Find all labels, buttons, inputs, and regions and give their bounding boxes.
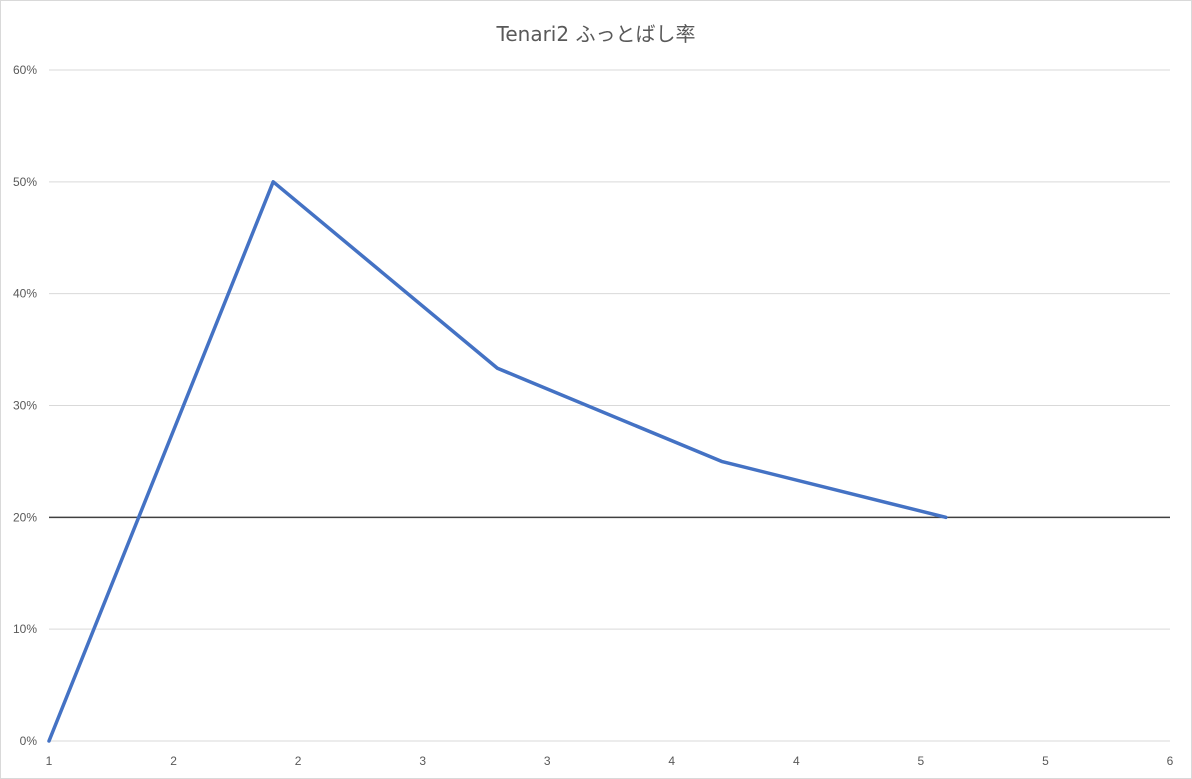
y-tick-label: 10% <box>13 622 37 636</box>
data-point <box>47 739 51 743</box>
x-tick-label: 5 <box>1042 754 1049 768</box>
x-tick-label: 2 <box>295 754 302 768</box>
x-tick-label: 3 <box>419 754 426 768</box>
y-tick-label: 50% <box>13 175 37 189</box>
data-point <box>944 515 948 519</box>
data-point <box>271 180 275 184</box>
data-point <box>495 366 499 370</box>
x-tick-label: 5 <box>918 754 925 768</box>
y-tick-label: 30% <box>13 399 37 413</box>
x-tick-label: 2 <box>170 754 177 768</box>
series-line <box>47 180 948 743</box>
y-tick-label: 0% <box>20 734 38 748</box>
y-tick-label: 40% <box>13 287 37 301</box>
data-point <box>720 459 724 463</box>
x-tick-label: 1 <box>46 754 53 768</box>
chart-title: Tenari2 ふっとばし率 <box>496 22 696 46</box>
x-tick-label: 6 <box>1167 754 1174 768</box>
y-tick-label: 20% <box>13 510 37 524</box>
x-tick-label: 4 <box>793 754 800 768</box>
x-tick-label: 4 <box>668 754 675 768</box>
y-tick-label: 60% <box>13 63 37 77</box>
x-tick-label: 3 <box>544 754 551 768</box>
